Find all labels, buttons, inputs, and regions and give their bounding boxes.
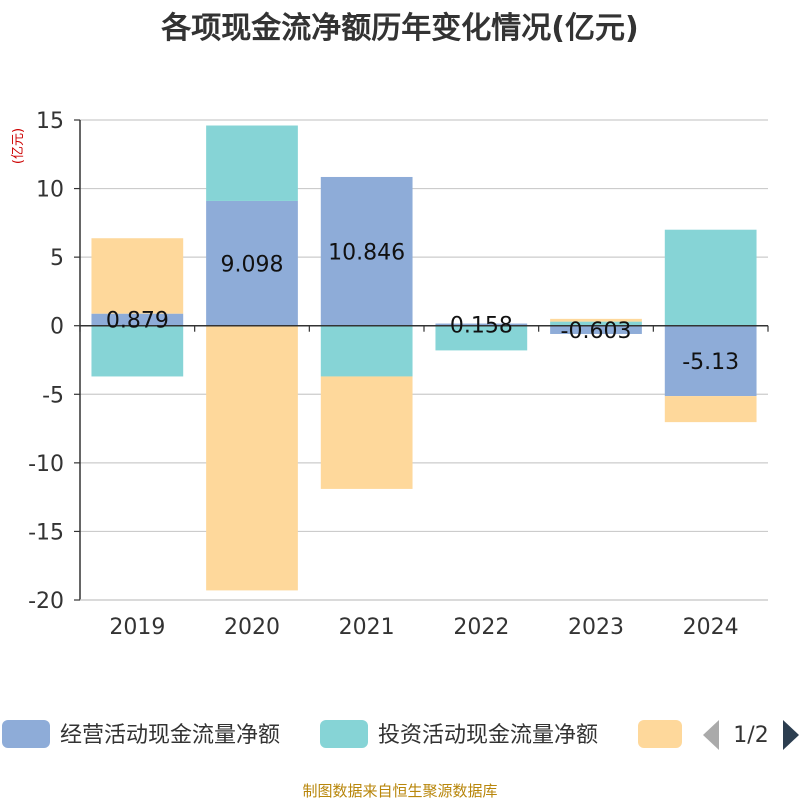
y-tick-label: -20 — [28, 589, 64, 614]
bar-investing-2019[interactable] — [91, 325, 184, 377]
legend-prev-page-icon[interactable] — [703, 720, 719, 750]
y-tick-label: 10 — [36, 178, 64, 203]
x-tick-label: 2020 — [224, 615, 280, 640]
legend-swatch-operating[interactable] — [2, 720, 50, 748]
bar-investing-2024[interactable] — [664, 229, 757, 326]
y-tick-label: 0 — [50, 315, 64, 340]
data-labels: 0.879 9.098 10.846 0.158 -0.603 -5.13 — [106, 240, 739, 375]
legend-label-investing[interactable]: 投资活动现金流量净额 — [378, 723, 598, 748]
data-label-operating: -5.13 — [682, 350, 739, 375]
data-label-operating: -0.603 — [561, 319, 632, 344]
legend-next-page-icon[interactable] — [783, 720, 799, 750]
legend-page-indicator: 1/2 — [733, 723, 768, 748]
data-label-operating: 0.879 — [106, 309, 169, 334]
data-label-operating: 9.098 — [221, 252, 284, 277]
data-source-footer: 制图数据来自恒生聚源数据库 — [302, 782, 497, 800]
bar-investing-2023[interactable] — [550, 321, 642, 326]
bar-operating-2019[interactable] — [91, 313, 184, 326]
legend-swatch-financing[interactable] — [638, 720, 682, 748]
bar-operating-2023[interactable] — [550, 325, 642, 334]
y-tick-label: 5 — [50, 246, 64, 271]
grid-lines — [80, 119, 768, 601]
bar-investing-2020[interactable] — [206, 125, 298, 201]
bar-operating-2020[interactable] — [206, 200, 298, 326]
bar-financing-2019[interactable] — [91, 238, 184, 314]
x-tick-label: 2019 — [109, 615, 165, 640]
y-tick-label: 15 — [36, 109, 64, 134]
bar-investing-2021[interactable] — [320, 325, 413, 377]
axes: -20 -15 -10 -5 0 5 10 15 2019 2020 2021 2022 2023 202… — [28, 109, 769, 640]
bar-operating-2021[interactable] — [320, 176, 413, 326]
bar-financing-2021[interactable] — [320, 376, 413, 489]
data-label-operating: 10.846 — [328, 240, 405, 265]
x-tick-label: 2021 — [339, 615, 395, 640]
bar-financing-2023[interactable] — [550, 318, 642, 322]
data-label-operating: 0.158 — [450, 314, 513, 339]
y-tick-label: -15 — [28, 520, 64, 545]
bar-financing-2024[interactable] — [664, 396, 757, 423]
chart-title: 各项现金流净额历年变化情况(亿元) — [160, 11, 638, 46]
legend-label-operating[interactable]: 经营活动现金流量净额 — [60, 723, 280, 748]
x-tick-label: 2022 — [453, 615, 509, 640]
y-axis-unit-label: (亿元) — [11, 128, 26, 164]
bar-investing-2022[interactable] — [435, 325, 528, 351]
bar-financing-2020[interactable] — [206, 325, 298, 591]
bars — [91, 125, 757, 591]
x-tick-label: 2024 — [683, 615, 739, 640]
bar-operating-2024[interactable] — [664, 325, 757, 397]
y-tick-label: -5 — [42, 383, 64, 408]
legend-swatch-investing[interactable] — [320, 720, 368, 748]
x-tick-label: 2023 — [568, 615, 624, 640]
legend: 经营活动现金流量净额 投资活动现金流量净额 1/2 — [2, 720, 799, 750]
y-tick-label: -10 — [28, 452, 64, 477]
bar-operating-2022[interactable] — [435, 323, 528, 326]
